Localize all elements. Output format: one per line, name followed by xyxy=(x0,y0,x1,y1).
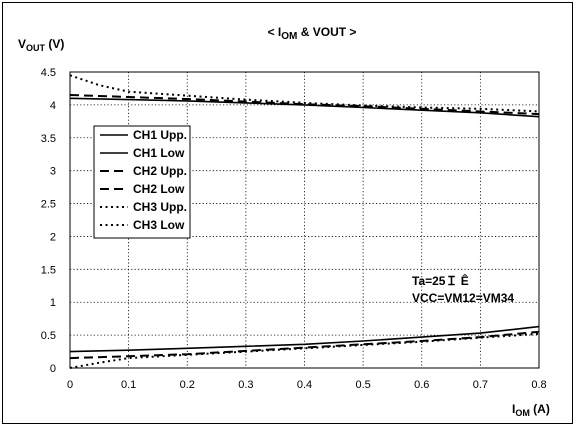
y-tick-label: 0 xyxy=(50,363,56,375)
x-tick-label: 0.6 xyxy=(414,379,429,391)
legend-label: CH1 Upp. xyxy=(133,128,187,142)
y-tick-label: 1.5 xyxy=(41,264,56,276)
x-tick-label: 0.8 xyxy=(531,379,546,391)
chart-title: < IOM & VOUT > xyxy=(268,25,357,42)
y-tick-label: 2.5 xyxy=(41,199,56,211)
series-line-ch1-low xyxy=(69,325,540,353)
x-tick-label: 0.1 xyxy=(121,379,136,391)
y-tick-label: 0.5 xyxy=(41,330,56,342)
legend-box xyxy=(93,125,191,239)
plot-area-border xyxy=(69,71,540,369)
annotation: Ta=25Ｉ Ê VCC=VM12=VM34 xyxy=(412,273,514,305)
y-tick-label: 4 xyxy=(50,100,56,112)
series-line-ch3-upp xyxy=(69,74,540,113)
series-line-ch2-upp xyxy=(69,94,540,116)
series-lines xyxy=(69,74,540,369)
y-tick-label: 1 xyxy=(50,297,56,309)
series-line-ch2-low xyxy=(69,330,540,360)
y-axis-label: VOUT (V) xyxy=(18,37,64,53)
legend-label: CH2 Low xyxy=(133,182,185,196)
x-tick-label: 0.5 xyxy=(355,379,370,391)
x-tick-label: 0.7 xyxy=(473,379,488,391)
legend-label: CH2 Upp. xyxy=(133,164,187,178)
annotation-temperature: Ta=25Ｉ Ê xyxy=(412,273,469,288)
legend-label: CH1 Low xyxy=(133,146,185,160)
x-tick-labels: 0 0.1 0.2 0.3 0.4 0.5 0.6 0.7 0.8 xyxy=(67,379,547,391)
annotation-supply: VCC=VM12=VM34 xyxy=(412,291,514,305)
x-axis-label: IOM (A) xyxy=(512,402,550,418)
y-tick-label: 3 xyxy=(50,166,56,178)
legend-label: CH3 Low xyxy=(133,218,185,232)
x-tick-label: 0.3 xyxy=(238,379,253,391)
series-line-ch3-low xyxy=(69,332,540,369)
y-tick-labels: 0 0.5 1 1.5 2 2.5 3 3.5 4 4.5 xyxy=(41,67,56,375)
series-line-ch1-upp xyxy=(69,97,540,118)
y-tick-label: 3.5 xyxy=(41,133,56,145)
figure-border xyxy=(2,2,573,424)
y-tick-label: 2 xyxy=(50,231,56,243)
legend: CH1 Upp. CH1 Low CH2 Upp. CH2 Low CH3 Upp. CH… xyxy=(93,125,191,239)
y-tick-label: 4.5 xyxy=(41,67,56,79)
legend-label: CH3 Upp. xyxy=(133,200,187,214)
x-tick-label: 0 xyxy=(67,379,73,391)
x-tick-label: 0.2 xyxy=(180,379,195,391)
x-tick-label: 0.4 xyxy=(297,379,312,391)
